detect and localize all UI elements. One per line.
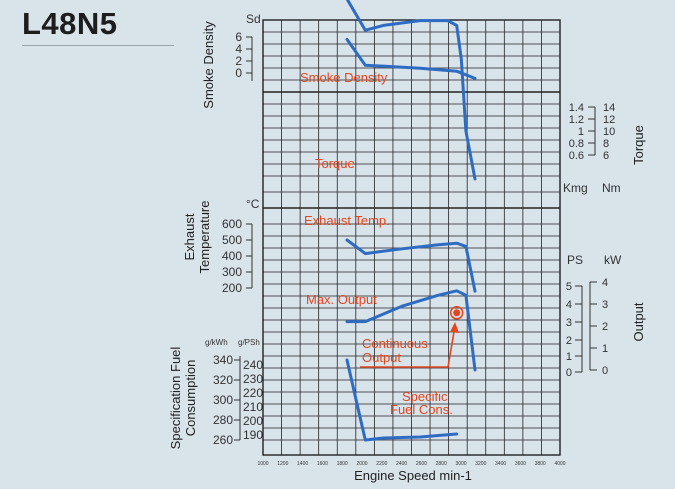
temp-tick-label: 600 — [222, 217, 242, 231]
temp-tick-label: 300 — [222, 265, 242, 279]
continuous-output-point — [453, 309, 461, 317]
torque-nm-tick-label: 6 — [603, 150, 609, 162]
continuous-output-annotation-2: Output — [362, 350, 401, 365]
smoke-tick-label: 6 — [235, 30, 242, 44]
temp-tick-label: 200 — [222, 281, 242, 295]
sfc-kwh-tick-label: 320 — [213, 373, 233, 387]
x-axis-label: Engine Speed min-1 — [354, 468, 472, 483]
x-tick-label: 4000 — [554, 461, 565, 467]
x-tick-label: 1400 — [297, 461, 308, 467]
sfc-axis-label-2: Consumption — [183, 360, 198, 437]
torque-kgm-tick-label: 1.4 — [569, 102, 584, 114]
output-ps-tick-label: 2 — [566, 335, 572, 347]
torque-curve — [345, 0, 477, 181]
exhaust-temp-annotation: Exhaust Temp. — [304, 213, 390, 228]
torque-nm-tick-label: 14 — [603, 102, 615, 114]
title-underline — [22, 45, 174, 46]
output-axis-label: Output — [631, 302, 646, 341]
output-unit-kw: kW — [604, 253, 622, 267]
model-title: L48N5 — [22, 6, 118, 41]
chart-grid — [262, 19, 561, 456]
output-ps-tick-label: 4 — [566, 299, 572, 311]
max-output-curve — [345, 289, 477, 372]
x-tick-label: 1800 — [337, 461, 348, 467]
sfc-psh-tick-label: 220 — [243, 386, 263, 400]
torque-kgm-tick-label: 1 — [578, 126, 584, 138]
continuous-output-annotation-1: Continuous — [362, 336, 428, 351]
x-tick-label: 1000 — [257, 461, 268, 467]
torque-nm-tick-label: 10 — [603, 126, 615, 138]
output-ps-tick-label: 0 — [566, 367, 572, 379]
curves — [345, 0, 477, 442]
x-tick-label: 2400 — [396, 461, 407, 467]
output-kw-tick-label: 3 — [602, 299, 608, 311]
smoke-tick-label: 0 — [235, 66, 242, 80]
smoke-tick-label: 4 — [235, 42, 242, 56]
smoke-density-axis-label: Smoke Density — [201, 21, 216, 109]
temp-tick-label: 400 — [222, 249, 242, 263]
sfc-psh-tick-label: 230 — [243, 372, 263, 386]
x-tick-label: 3800 — [535, 461, 546, 467]
continuous-output-point-ring — [449, 306, 464, 320]
sfc-kwh-tick-label: 260 — [213, 433, 233, 447]
x-tick-label: 2600 — [416, 461, 427, 467]
output-kw-tick-label: 4 — [602, 277, 608, 289]
temp-unit: °C — [246, 197, 260, 211]
continuous-output-arrow-head — [450, 322, 459, 333]
sfc-psh-tick-label: 210 — [243, 400, 263, 414]
sfc-kwh-tick-label: 340 — [213, 353, 233, 367]
x-tick-label: 3400 — [495, 461, 506, 467]
x-axis-ticks: 1000 1200 1400 1600 1800 2000 2200 2400 2600 2800… — [257, 461, 565, 467]
output-kw-tick-label: 2 — [602, 321, 608, 333]
sfc-psh-tick-label: 240 — [243, 358, 263, 372]
torque-unit-nm: Nm — [602, 181, 621, 195]
sfc-annotation-2: Fuel Cons. — [390, 402, 453, 417]
output-ps-tick-label: 1 — [566, 351, 572, 363]
sfc-psh-tick-label: 200 — [243, 414, 263, 428]
exhaust-temp-axis-label-2: Temperature — [197, 201, 212, 274]
output-ps-tick-label: 5 — [566, 281, 572, 293]
x-tick-label: 2000 — [356, 461, 367, 467]
axis-ticks: 64201.41.210.80.614121086600500400300200… — [213, 30, 615, 447]
output-ps-tick-label: 3 — [566, 317, 572, 329]
sfc-unit-gpsh: g/PSh — [238, 338, 260, 347]
sfc-kwh-tick-label: 300 — [213, 393, 233, 407]
torque-kgm-tick-label: 1.2 — [569, 114, 584, 126]
output-unit-ps: PS — [567, 253, 583, 267]
torque-nm-tick-label: 8 — [603, 138, 609, 150]
continuous-output-arrow-line — [360, 325, 456, 368]
temp-tick-label: 500 — [222, 233, 242, 247]
sfc-axis-label-1: Specification Fuel — [168, 347, 183, 450]
sfc-kwh-tick-label: 280 — [213, 413, 233, 427]
x-tick-label: 2200 — [376, 461, 387, 467]
torque-kgm-tick-label: 0.8 — [569, 138, 584, 150]
smoke-tick-label: 2 — [235, 54, 242, 68]
torque-nm-tick-label: 12 — [603, 114, 615, 126]
max-output-annotation: Max. Output — [306, 292, 377, 307]
torque-axis-label: Torque — [631, 125, 646, 165]
x-tick-label: 1600 — [317, 461, 328, 467]
torque-kgm-tick-label: 0.6 — [569, 150, 584, 162]
torque-unit-kgm: Kmg — [563, 181, 588, 195]
smoke-density-annotation: Smoke Density — [300, 70, 388, 85]
exhaust-temp-axis-label-1: Exhaust — [182, 213, 197, 260]
x-tick-label: 3000 — [455, 461, 466, 467]
sfc-annotation-1: Specific — [402, 389, 448, 404]
sfc-psh-tick-label: 190 — [243, 428, 263, 442]
torque-annotation: Torque — [315, 156, 355, 171]
x-tick-label: 1200 — [277, 461, 288, 467]
output-kw-tick-label: 0 — [602, 365, 608, 377]
smoke-unit: Sd — [246, 12, 261, 26]
sfc-unit-gkwh: g/kWh — [205, 338, 228, 347]
continuous-output-arrow — [360, 322, 459, 368]
specific-fuel-cons-curve — [345, 358, 459, 442]
x-tick-label: 3600 — [515, 461, 526, 467]
x-tick-label: 3200 — [475, 461, 486, 467]
output-kw-tick-label: 1 — [602, 343, 608, 355]
x-tick-label: 2800 — [436, 461, 447, 467]
exhaust-temp-curve — [345, 238, 477, 293]
